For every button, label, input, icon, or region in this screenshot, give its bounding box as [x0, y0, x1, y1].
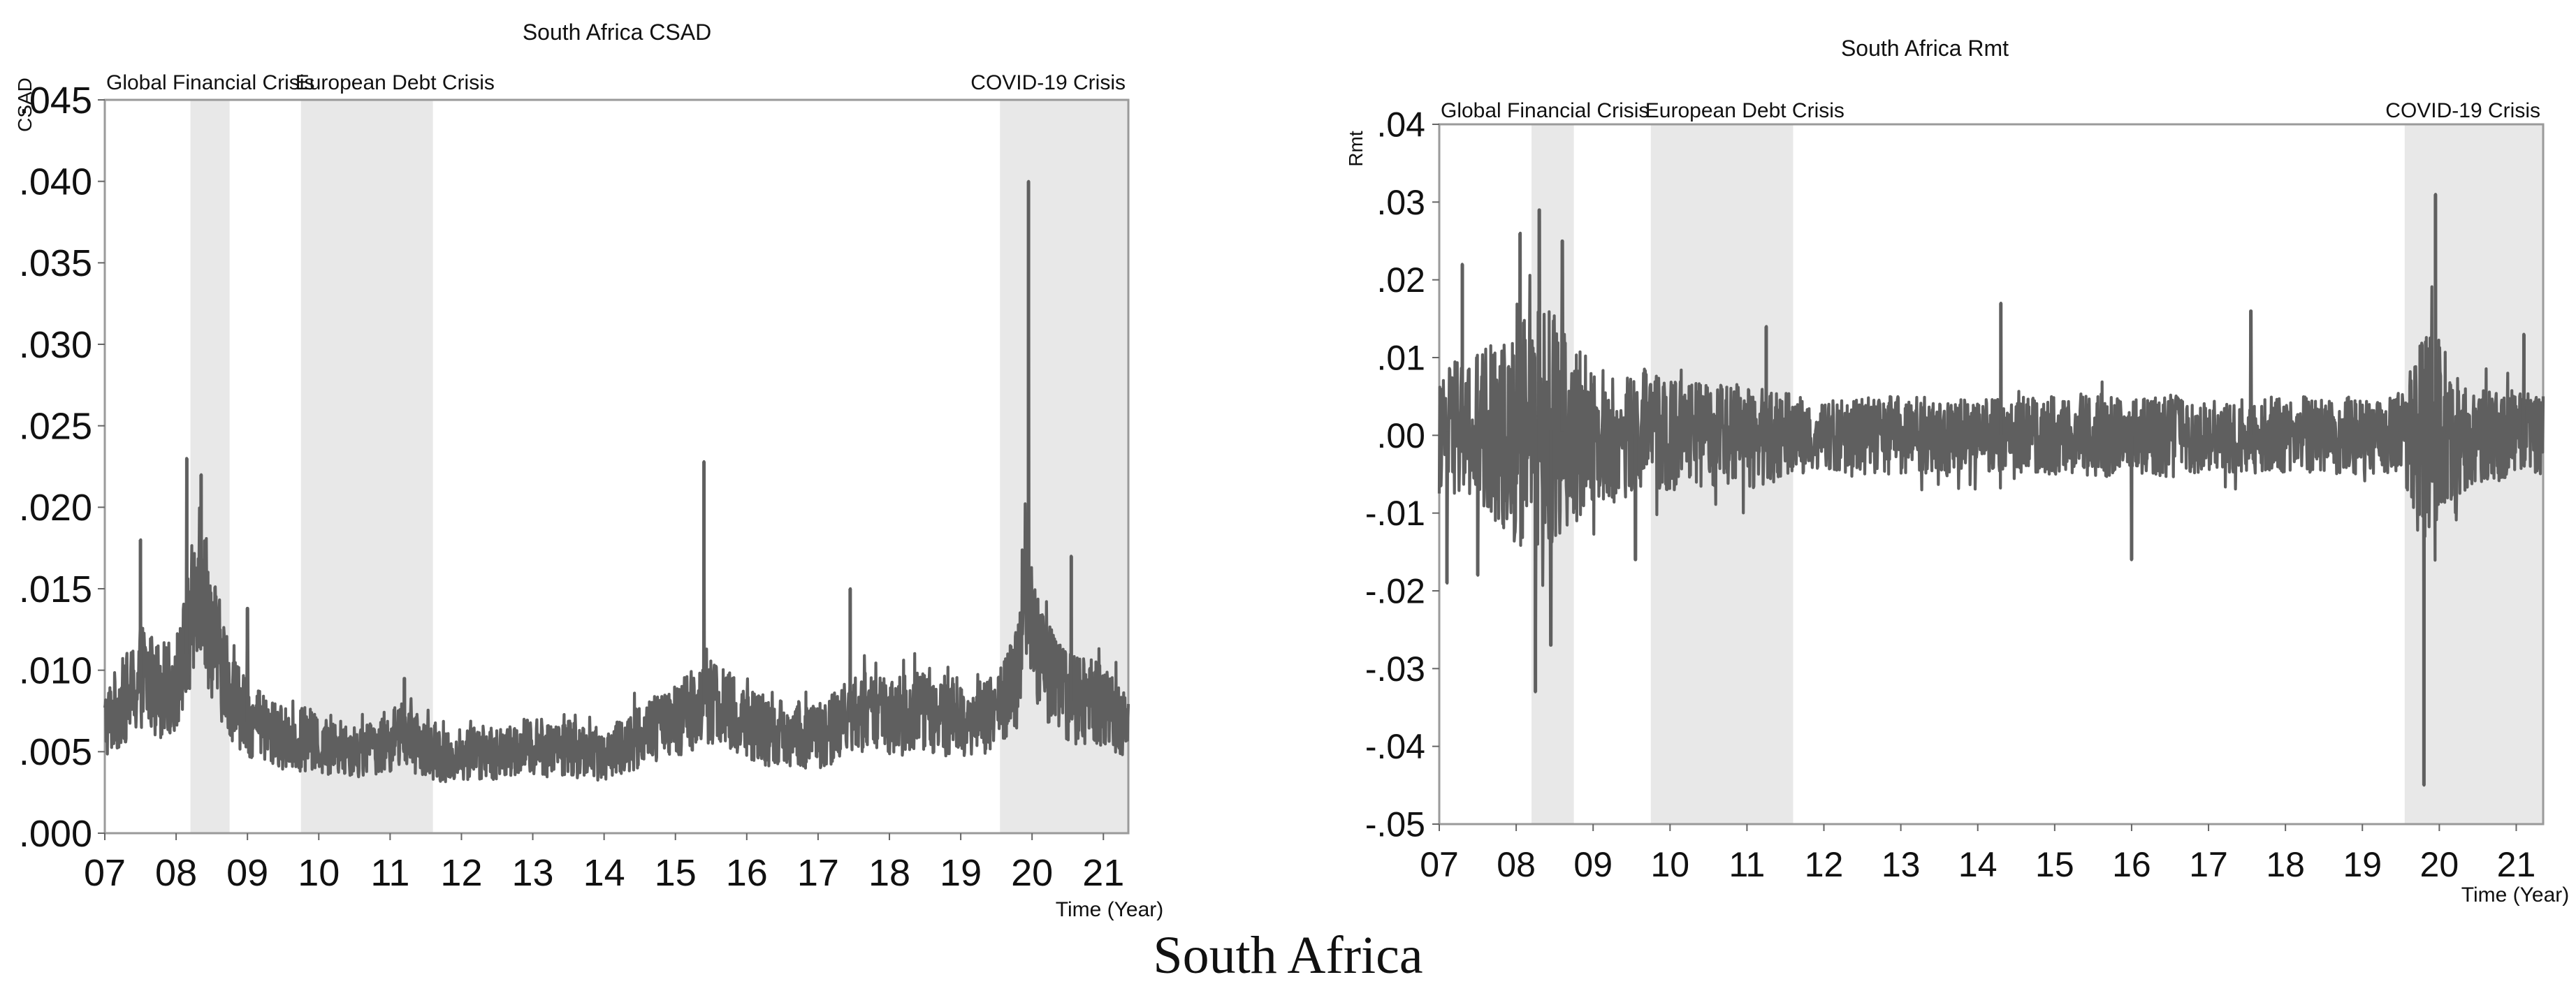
x-tick-label: 12 [1805, 845, 1844, 884]
x-tick-label: 16 [2112, 845, 2151, 884]
y-tick-label: .015 [19, 568, 92, 610]
chart-title: South Africa Rmt [1841, 36, 2009, 61]
series-line [1437, 193, 2545, 787]
x-tick-label: 17 [797, 852, 839, 894]
y-tick-label: .02 [1376, 260, 1425, 300]
y-axis-label: CSAD [14, 78, 36, 132]
x-tick-label: 21 [2497, 845, 2536, 884]
x-tick-label: 15 [2035, 845, 2074, 884]
crisis-label: Global Financial Crisis [1441, 99, 1649, 122]
x-tick-label: 14 [1958, 845, 1998, 884]
x-tick-label: 21 [1082, 852, 1124, 894]
y-tick-label: .030 [19, 324, 92, 366]
x-tick-label: 18 [2266, 845, 2305, 884]
x-axis-label: Time (Year) [1056, 898, 1163, 921]
y-tick-label: .045 [19, 80, 92, 122]
x-tick-label: 17 [2189, 845, 2228, 884]
chart-title: South Africa CSAD [523, 20, 711, 45]
x-tick-label: 13 [1882, 845, 1921, 884]
x-tick-label: 07 [1420, 845, 1459, 884]
y-tick-label: .010 [19, 650, 92, 692]
x-tick-label: 19 [2343, 845, 2382, 884]
crisis-label: Global Financial Crisis [106, 71, 314, 94]
y-tick-label: .000 [19, 813, 92, 855]
y-tick-label: -.01 [1365, 494, 1425, 533]
y-tick-label: .040 [19, 161, 92, 203]
x-tick-label: 20 [2420, 845, 2459, 884]
y-tick-label: .01 [1376, 339, 1425, 378]
y-tick-label: .025 [19, 406, 92, 448]
x-tick-label: 12 [440, 852, 482, 894]
crisis-label: COVID-19 Crisis [970, 71, 1126, 94]
crisis-label: European Debt Crisis [1645, 99, 1844, 122]
crisis-label: COVID-19 Crisis [2385, 99, 2540, 122]
x-tick-label: 11 [1729, 845, 1765, 884]
y-tick-label: .005 [19, 731, 92, 773]
x-tick-label: 20 [1011, 852, 1053, 894]
x-tick-label: 11 [370, 852, 409, 894]
figure-caption: South Africa [1153, 926, 1423, 985]
series-line [103, 179, 1130, 784]
crisis-label: European Debt Crisis [296, 71, 495, 94]
x-tick-label: 18 [868, 852, 910, 894]
x-axis-label: Time (Year) [2461, 883, 2569, 907]
y-tick-label: .04 [1376, 105, 1425, 145]
y-tick-label: -.04 [1365, 727, 1425, 766]
csad-chart: South Africa CSAD CSAD Time (Year) Globa… [14, 20, 1163, 921]
y-axis-label: Rmt [1345, 131, 1367, 167]
y-tick-label: .020 [19, 487, 92, 529]
x-tick-label: 15 [655, 852, 697, 894]
x-tick-label: 10 [298, 852, 340, 894]
y-tick-label: -.03 [1365, 650, 1425, 689]
x-tick-label: 09 [1573, 845, 1613, 884]
x-tick-label: 08 [1497, 845, 1536, 884]
x-tick-label: 07 [84, 852, 126, 894]
x-tick-label: 14 [583, 852, 625, 894]
x-tick-label: 10 [1651, 845, 1690, 884]
x-tick-label: 16 [726, 852, 768, 894]
x-tick-label: 19 [940, 852, 982, 894]
y-tick-label: -.02 [1365, 572, 1425, 611]
y-tick-label: .00 [1376, 416, 1425, 455]
x-tick-label: 09 [226, 852, 268, 894]
y-tick-label: .03 [1376, 183, 1425, 222]
crisis-band [190, 100, 230, 833]
x-tick-label: 08 [155, 852, 197, 894]
rmt-chart: South Africa Rmt Rmt Time (Year) Global … [1345, 36, 2569, 907]
x-tick-label: 13 [512, 852, 554, 894]
y-tick-label: .035 [19, 242, 92, 284]
y-tick-label: -.05 [1365, 805, 1425, 844]
plot-frame [103, 98, 1130, 835]
